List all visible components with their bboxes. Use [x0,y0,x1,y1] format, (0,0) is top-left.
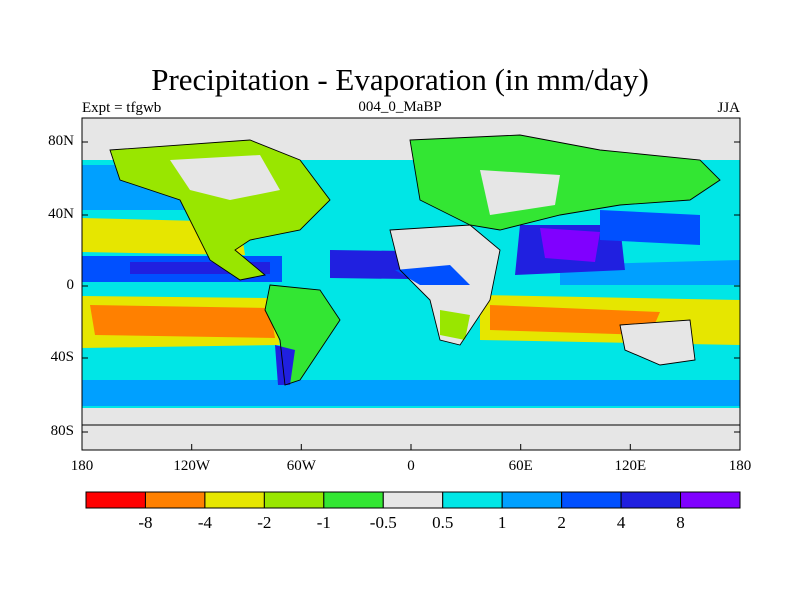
plot-title: Precipitation - Evaporation (in mm/day) [151,62,649,97]
colorbar-label: 4 [616,513,626,532]
colorbar-label: -1 [316,513,331,532]
colorbar-label: 8 [676,513,685,532]
colorbar-swatch [680,491,741,509]
colorbar-label: -2 [257,513,272,532]
colorbar-swatch [561,491,622,509]
colorbar-label: 0.5 [432,513,454,532]
lat-label-0: 0 [66,277,75,293]
lon-label-180w: 180 [70,458,94,474]
lat-label-40n: 40N [48,206,74,222]
lon-label-0: 0 [407,458,415,474]
lon-label-60w: 60W [286,458,316,474]
lon-label-120w: 120W [173,458,211,474]
precip-evap-field [82,118,740,450]
lon-label-180e: 180 [728,458,752,474]
colorbar-swatch [323,491,384,509]
colorbar-label: -8 [138,513,153,532]
experiment-label: Expt = tfgwb [82,100,162,116]
colorbar-swatch [263,491,325,509]
lat-label-80s: 80S [50,423,74,439]
colorbar [85,491,741,509]
colorbar-swatch [382,491,444,509]
lon-label-60e: 60E [508,458,533,474]
lat-ticks [82,141,740,433]
lat-label-40s: 40S [50,349,74,365]
lon-ticks [81,444,741,450]
colorbar-swatch [501,491,563,509]
lat-label-80n: 80N [48,133,74,149]
colorbar-label: -0.5 [369,513,397,532]
colorbar-swatch [85,491,146,509]
colorbar-swatch [620,491,682,509]
lon-label-120e: 120E [614,458,647,474]
colorbar-label: 2 [557,513,566,532]
colorbar-label: 1 [497,513,507,532]
colorbar-label: -4 [197,513,212,532]
time-label: 004_0_MaBP [358,99,442,115]
colorbar-swatch [144,491,206,509]
colorbar-swatch [204,491,265,509]
colorbar-swatch [442,491,503,509]
season-label: JJA [717,100,740,116]
